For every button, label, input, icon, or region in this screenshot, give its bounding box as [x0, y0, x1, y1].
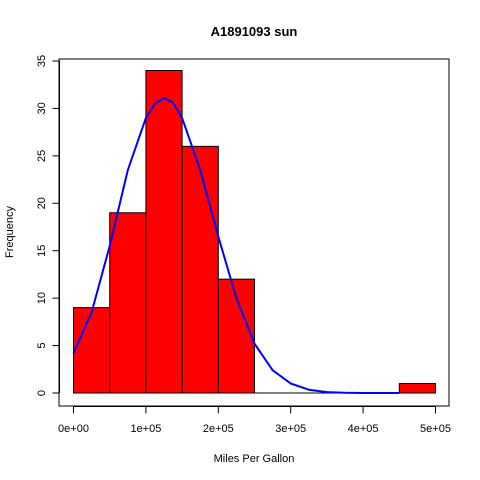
x-tick-label: 5e+05 [420, 423, 451, 435]
y-tick-label: 35 [36, 55, 48, 67]
y-tick-label: 25 [36, 150, 48, 162]
y-tick-label: 0 [36, 390, 48, 396]
x-tick-label: 0e+00 [58, 423, 89, 435]
density-curve-layer [72, 97, 400, 394]
x-axis: 0e+00 1e+05 2e+05 3e+05 4e+05 5e+05 [58, 406, 451, 435]
histogram-bar [109, 212, 147, 394]
histogram-bar [217, 278, 256, 394]
chart-title: A1891093 sun [211, 24, 298, 39]
histogram-bar [145, 69, 183, 394]
x-tick-label: 3e+05 [275, 423, 306, 435]
y-tick-label: 5 [36, 343, 48, 349]
y-tick-label: 15 [36, 245, 48, 257]
histogram-bars [73, 69, 436, 394]
x-tick-label: 4e+05 [348, 423, 379, 435]
x-tick-label: 2e+05 [203, 423, 234, 435]
histogram-bar [73, 307, 111, 394]
y-tick-label: 10 [36, 292, 48, 304]
density-curve [72, 97, 400, 394]
y-axis: 0 5 10 15 20 25 30 35 [36, 55, 60, 396]
histogram-bar [398, 383, 436, 394]
y-axis-label: Frequency [4, 206, 16, 258]
histogram-bar [181, 145, 219, 394]
y-tick-label: 20 [36, 197, 48, 209]
x-tick-label: 1e+05 [130, 423, 161, 435]
y-tick-label: 30 [36, 102, 48, 114]
x-axis-label: Miles Per Gallon [214, 453, 295, 465]
